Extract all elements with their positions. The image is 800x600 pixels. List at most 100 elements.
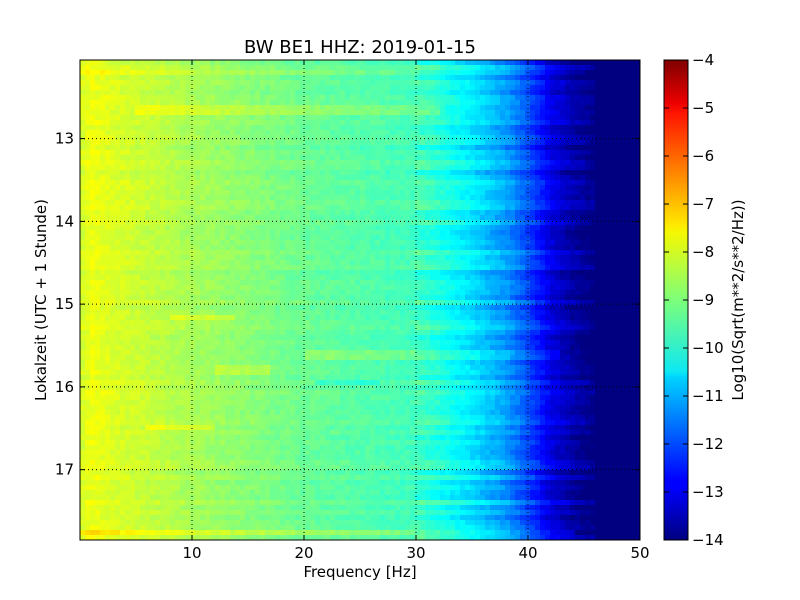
heatmap-cell bbox=[530, 180, 536, 186]
heatmap-cell bbox=[395, 120, 401, 126]
heatmap-cell bbox=[390, 150, 396, 156]
heatmap-cell bbox=[440, 180, 446, 186]
heatmap-cell bbox=[510, 90, 516, 96]
heatmap-cell bbox=[285, 75, 291, 81]
heatmap-cell bbox=[440, 140, 446, 146]
heatmap-cell bbox=[265, 235, 271, 241]
heatmap-cell bbox=[390, 280, 396, 286]
heatmap-cell bbox=[250, 185, 256, 191]
heatmap-cell bbox=[495, 90, 501, 96]
heatmap-cell bbox=[415, 125, 421, 131]
heatmap-cell bbox=[405, 95, 411, 101]
heatmap-cell bbox=[245, 130, 251, 136]
heatmap-cell bbox=[550, 130, 556, 136]
heatmap-cell bbox=[240, 165, 246, 171]
heatmap-cell bbox=[350, 80, 356, 86]
heatmap-cell bbox=[330, 155, 336, 161]
heatmap-cell bbox=[305, 80, 311, 86]
heatmap-cell bbox=[435, 170, 441, 176]
heatmap-cell bbox=[580, 185, 586, 191]
heatmap-cell bbox=[520, 60, 526, 66]
heatmap-cell bbox=[555, 75, 561, 81]
heatmap-cell bbox=[155, 225, 161, 231]
heatmap-cell bbox=[80, 110, 86, 116]
heatmap-cell bbox=[475, 180, 481, 186]
heatmap-cell bbox=[170, 220, 176, 226]
heatmap-cell bbox=[355, 125, 361, 131]
heatmap-cell bbox=[480, 220, 486, 226]
heatmap-cell bbox=[130, 145, 136, 151]
heatmap-cell bbox=[420, 130, 426, 136]
heatmap-cell bbox=[430, 260, 436, 266]
heatmap-cell bbox=[175, 155, 181, 161]
heatmap-cell bbox=[370, 70, 376, 76]
heatmap-cell bbox=[500, 140, 506, 146]
heatmap-cell bbox=[190, 80, 196, 86]
heatmap-cell bbox=[125, 265, 131, 271]
heatmap-cell bbox=[105, 265, 111, 271]
heatmap-cell bbox=[630, 145, 636, 151]
heatmap-cell bbox=[350, 125, 356, 131]
heatmap-cell bbox=[495, 100, 501, 106]
heatmap-cell bbox=[485, 155, 491, 161]
heatmap-cell bbox=[485, 210, 491, 216]
heatmap-cell bbox=[290, 85, 296, 91]
heatmap-cell bbox=[360, 220, 366, 226]
heatmap-cell bbox=[600, 200, 606, 206]
heatmap-cell bbox=[445, 85, 451, 91]
heatmap-cell bbox=[475, 240, 481, 246]
heatmap-cell bbox=[445, 125, 451, 131]
heatmap-cell bbox=[265, 195, 271, 201]
heatmap-cell bbox=[90, 85, 96, 91]
heatmap-cell bbox=[635, 165, 640, 171]
heatmap-cell bbox=[280, 230, 286, 236]
heatmap-cell bbox=[150, 185, 156, 191]
heatmap-cell bbox=[165, 85, 171, 91]
heatmap-cell bbox=[470, 160, 476, 166]
heatmap-cell bbox=[450, 250, 456, 256]
heatmap-cell bbox=[135, 150, 141, 156]
heatmap-cell bbox=[590, 230, 596, 236]
heatmap-cell bbox=[320, 90, 326, 96]
heatmap-cell bbox=[585, 255, 591, 261]
heatmap-cell bbox=[430, 235, 436, 241]
heatmap-cell bbox=[525, 185, 531, 191]
heatmap-cell bbox=[480, 270, 486, 276]
heatmap-cell bbox=[90, 140, 96, 146]
heatmap-cell bbox=[575, 215, 581, 221]
heatmap-cell bbox=[405, 145, 411, 151]
heatmap-cell bbox=[215, 125, 221, 131]
heatmap-cell bbox=[520, 245, 526, 251]
heatmap-cell bbox=[545, 235, 551, 241]
heatmap-cell bbox=[635, 230, 640, 236]
heatmap-cell bbox=[160, 125, 166, 131]
heatmap-cell bbox=[525, 165, 531, 171]
heatmap-cell bbox=[335, 150, 341, 156]
heatmap-cell bbox=[130, 80, 136, 86]
heatmap-cell bbox=[370, 165, 376, 171]
heatmap-cell bbox=[180, 235, 186, 241]
heatmap-cell bbox=[480, 80, 486, 86]
heatmap-cell bbox=[485, 215, 491, 221]
heatmap-cell bbox=[585, 60, 591, 66]
heatmap-cell bbox=[290, 275, 296, 281]
heatmap-cell bbox=[445, 70, 451, 76]
heatmap-cell bbox=[315, 80, 321, 86]
heatmap-cell bbox=[295, 180, 301, 186]
heatmap-cell bbox=[360, 205, 366, 211]
heatmap-cell bbox=[365, 160, 371, 166]
heatmap-cell bbox=[470, 110, 476, 116]
heatmap-cell bbox=[580, 255, 586, 261]
heatmap-cell bbox=[235, 265, 241, 271]
heatmap-cell bbox=[145, 125, 151, 131]
heatmap-cell bbox=[500, 195, 506, 201]
heatmap-cell bbox=[375, 180, 381, 186]
heatmap-cell bbox=[625, 120, 631, 126]
heatmap-cell bbox=[605, 185, 611, 191]
heatmap-cell bbox=[560, 100, 566, 106]
heatmap-cell bbox=[170, 235, 176, 241]
heatmap-cell bbox=[570, 140, 576, 146]
heatmap-cell bbox=[505, 130, 511, 136]
heatmap-cell bbox=[150, 165, 156, 171]
heatmap-cell bbox=[350, 280, 356, 286]
